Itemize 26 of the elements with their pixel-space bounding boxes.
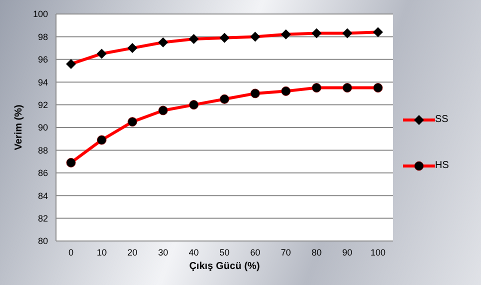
y-tick-label: 90 [38,122,48,133]
x-tick-label: 30 [158,247,168,258]
x-tick-label: 0 [68,247,74,258]
x-tick-label: 70 [280,247,291,258]
y-tick-label: 80 [38,236,48,246]
y-tick-label: 88 [38,145,48,156]
legend-label: HS [435,160,449,171]
x-tick-label: 80 [312,247,322,258]
x-tick-label: 100 [370,247,386,258]
x-tick-label: 20 [127,247,138,258]
y-axis-title: Verim (%) [14,104,25,150]
y-tick-label: 86 [38,168,48,178]
x-tick-label: 50 [219,247,230,258]
x-tick-label: 10 [96,247,107,258]
y-tick-label: 98 [38,32,48,42]
legend-label: SS [435,114,448,125]
x-tick-label: 40 [188,247,199,258]
y-tick-label: 96 [38,54,48,65]
y-tick-label: 84 [38,190,48,201]
y-tick-label: 82 [38,213,48,224]
y-tick-label: 94 [38,77,48,88]
y-tick-label: 92 [38,100,48,110]
x-tick-label: 60 [250,247,260,258]
x-axis-title: Çıkış Gücü (%) [189,261,260,272]
y-tick-label: 100 [32,9,48,20]
x-tick-label: 90 [342,247,352,258]
